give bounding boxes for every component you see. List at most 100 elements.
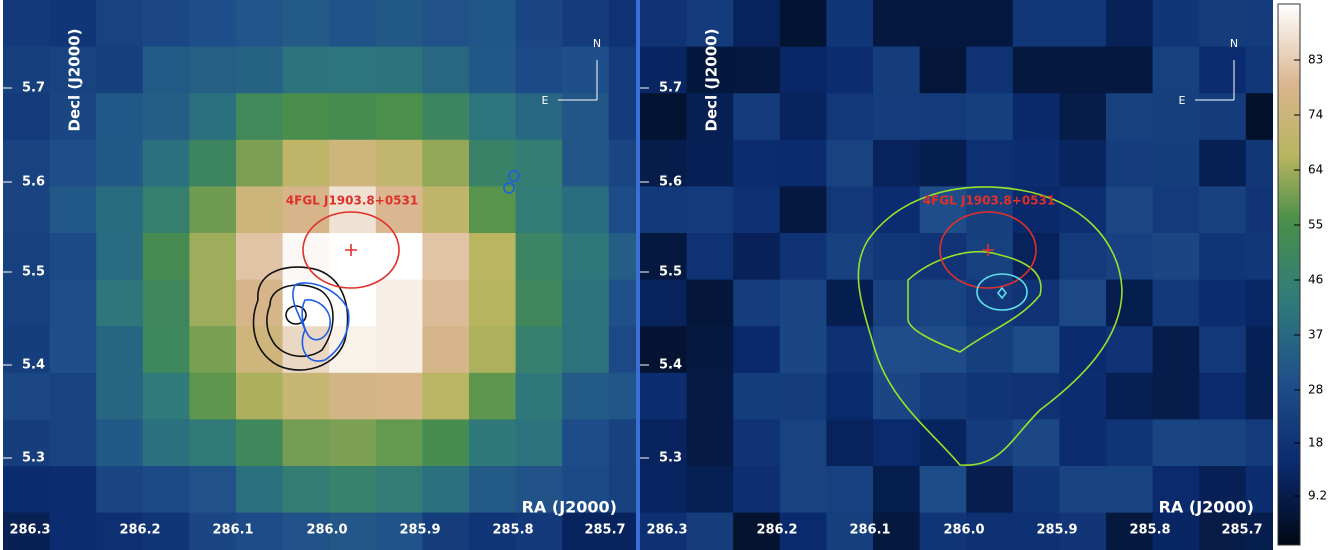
- map-pixel: [562, 373, 609, 420]
- map-pixel: [562, 326, 609, 373]
- map-pixel: [329, 47, 376, 94]
- map-pixel: [780, 326, 827, 373]
- dec-axis-label: Decl (J2000): [66, 29, 84, 132]
- map-pixel: [329, 373, 376, 420]
- map-pixel: [780, 47, 827, 94]
- map-pixel: [1106, 280, 1153, 327]
- map-pixel: [920, 140, 967, 187]
- map-pixel: [826, 47, 873, 94]
- map-pixel: [873, 233, 920, 280]
- map-pixel: [920, 326, 967, 373]
- map-pixel: [96, 419, 143, 466]
- map-pixel: [826, 419, 873, 466]
- map-pixel: [3, 186, 50, 233]
- map-pixel: [687, 513, 734, 550]
- map-pixel: [1199, 280, 1246, 327]
- map-pixel: [236, 93, 283, 140]
- map-pixel: [143, 326, 190, 373]
- map-pixel: [562, 186, 609, 233]
- map-pixel: [189, 233, 236, 280]
- map-pixel: [733, 326, 780, 373]
- map-pixel: [143, 466, 190, 513]
- map-pixel: [966, 466, 1013, 513]
- map-pixel: [1059, 0, 1106, 47]
- map-pixel: [376, 466, 423, 513]
- map-pixel: [873, 140, 920, 187]
- map-pixel: [1059, 140, 1106, 187]
- map-pixel: [236, 0, 283, 47]
- map-pixel: [1246, 47, 1273, 94]
- map-pixel: [873, 93, 920, 140]
- map-pixel: [3, 466, 50, 513]
- map-pixel: [516, 0, 563, 47]
- map-pixel: [1059, 466, 1106, 513]
- ra-tick-label: 286.2: [119, 523, 160, 538]
- map-pixel: [873, 47, 920, 94]
- map-pixel: [329, 419, 376, 466]
- dec-tick-label: 5.6: [659, 175, 682, 190]
- map-pixel: [376, 93, 423, 140]
- map-pixel: [1153, 93, 1200, 140]
- map-pixel: [1246, 373, 1273, 420]
- map-pixel: [1059, 186, 1106, 233]
- map-pixel: [873, 419, 920, 466]
- compass-north: N: [1230, 37, 1238, 50]
- map-pixel: [1013, 326, 1060, 373]
- map-pixel: [1199, 373, 1246, 420]
- map-pixel: [1013, 466, 1060, 513]
- map-pixel: [966, 140, 1013, 187]
- map-pixel: [469, 233, 516, 280]
- map-pixel: [733, 466, 780, 513]
- map-pixel: [516, 326, 563, 373]
- map-pixel: [733, 47, 780, 94]
- map-pixel: [1199, 0, 1246, 47]
- map-pixel: [562, 140, 609, 187]
- map-pixel: [50, 373, 97, 420]
- colorbar-tick-label: 28: [1308, 383, 1323, 397]
- ra-axis-label: RA (J2000): [522, 498, 617, 517]
- map-pixel: [966, 93, 1013, 140]
- colorbar-tick-label: 46: [1308, 273, 1323, 287]
- map-pixel: [609, 0, 636, 47]
- map-pixel: [376, 419, 423, 466]
- ra-tick-label: 285.8: [492, 523, 533, 538]
- map-pixel: [1106, 373, 1153, 420]
- map-pixel: [1059, 373, 1106, 420]
- map-pixel: [780, 0, 827, 47]
- map-pixel: [1059, 419, 1106, 466]
- map-pixel: [687, 466, 734, 513]
- map-pixel: [96, 280, 143, 327]
- map-pixel: [1246, 0, 1273, 47]
- map-pixel: [469, 47, 516, 94]
- map-pixel: [516, 233, 563, 280]
- map-pixel: [687, 233, 734, 280]
- map-pixel: [422, 280, 469, 327]
- map-pixel: [826, 233, 873, 280]
- ra-tick-label: 286.0: [943, 523, 984, 538]
- map-pixel: [1059, 280, 1106, 327]
- map-pixel: [516, 419, 563, 466]
- map-pixel: [733, 280, 780, 327]
- map-pixel: [873, 466, 920, 513]
- map-pixel: [376, 280, 423, 327]
- map-pixel: [50, 280, 97, 327]
- map-pixel: [422, 419, 469, 466]
- map-pixel: [3, 280, 50, 327]
- map-pixel: [189, 186, 236, 233]
- map-pixel: [687, 373, 734, 420]
- source-label: 4FGL J1903.8+0531: [286, 194, 418, 208]
- dec-tick-label: 5.4: [659, 358, 682, 373]
- map-pixel: [143, 186, 190, 233]
- dec-tick-label: 5.4: [22, 358, 45, 373]
- map-pixel: [609, 186, 636, 233]
- map-pixel: [376, 233, 423, 280]
- map-pixel: [687, 280, 734, 327]
- map-pixel: [189, 47, 236, 94]
- map-pixel: [1106, 0, 1153, 47]
- map-pixel: [329, 140, 376, 187]
- map-pixel: [469, 373, 516, 420]
- ra-tick-label: 285.9: [399, 523, 440, 538]
- map-pixel: [1059, 326, 1106, 373]
- map-pixel: [1013, 93, 1060, 140]
- map-pixel: [1106, 466, 1153, 513]
